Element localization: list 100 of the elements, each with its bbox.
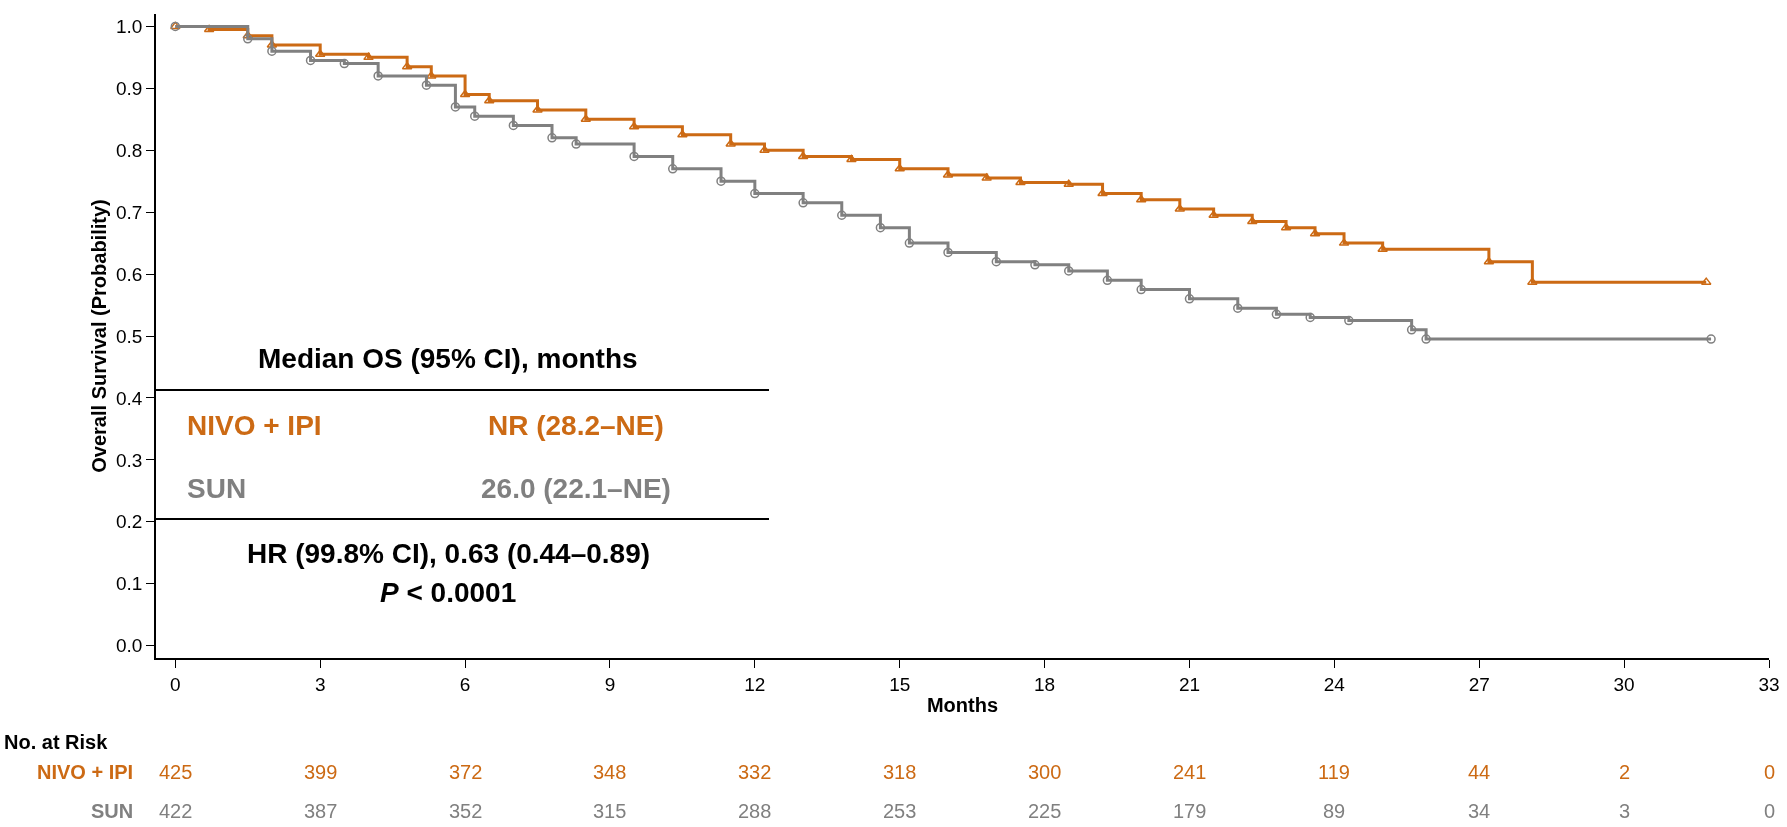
y-tick-label: 0.5 (116, 325, 143, 347)
point (459, 89, 471, 98)
text: 422 (159, 800, 193, 822)
x-tick-label: 27 (1468, 673, 1490, 695)
annotation: P < 0.0001 (380, 577, 517, 608)
y-tick-label: 0.4 (116, 387, 143, 409)
text: 399 (304, 761, 338, 783)
point (798, 198, 808, 208)
y-tick-label: 0.9 (116, 77, 143, 99)
text: 44 (1468, 761, 1491, 783)
text: 241 (1173, 761, 1207, 783)
point (421, 80, 432, 90)
point (1305, 312, 1315, 323)
text: 348 (593, 761, 627, 783)
text: 2 (1619, 761, 1631, 783)
point (1344, 315, 1354, 326)
text: 425 (159, 761, 193, 783)
point (373, 71, 383, 81)
text: 179 (1173, 800, 1207, 822)
point (797, 151, 809, 160)
point (991, 256, 1002, 267)
text: 0 (1764, 761, 1776, 783)
text: NIVO + IPI (187, 410, 322, 441)
text: 0 (1764, 800, 1776, 822)
x-tick-label: 0 (170, 673, 181, 695)
x-tick-label: 6 (459, 673, 471, 695)
y-tick-label: 0.0 (116, 635, 143, 657)
x-tick-label: 30 (1613, 673, 1635, 695)
x-tick-label: 24 (1323, 673, 1346, 695)
point (1706, 334, 1716, 344)
point (508, 120, 519, 131)
point (904, 238, 915, 248)
text: No. at Risk (4, 731, 109, 753)
point (1030, 260, 1040, 270)
y-axis-title: Overall Survival (Probability) (87, 199, 110, 473)
point (469, 111, 480, 121)
text: 315 (593, 800, 627, 822)
point (750, 188, 760, 199)
x-tick-label: 18 (1034, 673, 1056, 695)
annotation: NR (28.2–NE) (488, 410, 664, 441)
point (1184, 294, 1195, 304)
y-tick-label: 0.6 (116, 263, 143, 285)
point (571, 139, 581, 149)
point (667, 164, 678, 174)
point (846, 154, 857, 163)
point (305, 55, 316, 66)
x-tick-label: 21 (1178, 673, 1201, 695)
y-tick-label: 0.2 (116, 511, 143, 533)
text: 372 (449, 761, 483, 783)
annotation: HR (99.8% CI), 0.63 (0.44–0.89) (247, 538, 651, 569)
x-tick-label: 9 (604, 673, 616, 695)
y-tick-label: 0.8 (116, 139, 143, 161)
point (1421, 334, 1431, 344)
point (677, 130, 688, 138)
point (1377, 244, 1389, 253)
point (1271, 309, 1282, 320)
x-tick-label: 33 (1758, 673, 1780, 695)
annotation: Median OS (95% CI), months (258, 343, 638, 374)
point (716, 176, 726, 186)
text: 253 (883, 800, 917, 822)
point (629, 151, 639, 162)
text: NIVO + IPI (37, 761, 134, 783)
text: SUN (187, 473, 247, 504)
text: 318 (883, 761, 917, 783)
text: 119 (1318, 761, 1350, 783)
text: 332 (738, 761, 772, 783)
x-axis-title: Months (926, 693, 999, 716)
point (243, 34, 253, 44)
point (1102, 275, 1113, 286)
text: 89 (1323, 800, 1346, 822)
x-tick-label: 12 (744, 673, 766, 695)
point (1233, 303, 1243, 313)
point (580, 114, 592, 123)
text: 34 (1468, 800, 1491, 822)
point (267, 46, 277, 56)
text: 387 (304, 800, 338, 822)
text: 288 (738, 800, 772, 822)
point (532, 105, 543, 113)
point (875, 222, 886, 233)
annotation: 26.0 (22.1–NE) (481, 473, 671, 504)
point (1208, 210, 1219, 218)
point (547, 133, 557, 143)
point (1406, 325, 1417, 335)
point (363, 52, 374, 61)
point (483, 95, 495, 104)
text: SUN (91, 800, 134, 822)
text: 300 (1028, 761, 1062, 783)
point (339, 58, 350, 69)
x-tick-label: 3 (314, 673, 326, 695)
y-tick-label: 0.3 (116, 449, 143, 471)
point (1064, 266, 1074, 276)
point (1063, 179, 1075, 188)
y-tick-label: 0.1 (116, 573, 143, 595)
point (1246, 216, 1258, 225)
point (450, 102, 461, 112)
point (1136, 284, 1146, 295)
y-tick-label: 1.0 (116, 16, 143, 38)
y-tick-label: 0.7 (116, 201, 143, 223)
text: 3 (1619, 800, 1631, 822)
text: 352 (449, 800, 483, 822)
